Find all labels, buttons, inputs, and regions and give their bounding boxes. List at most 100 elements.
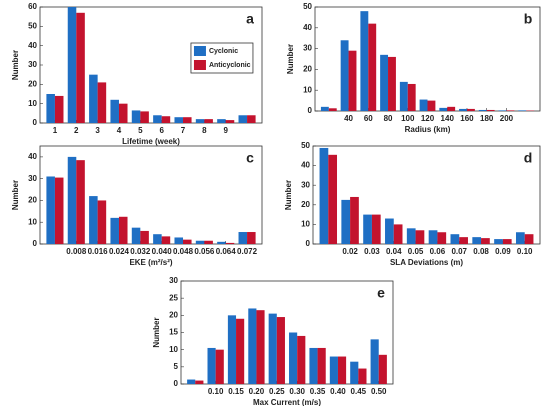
x-tick-label: 180 [480, 114, 494, 123]
x-tick-label: 0.10 [517, 247, 533, 256]
x-tick-label: 5 [138, 126, 143, 135]
x-tick-label: 0.50 [371, 387, 387, 396]
bar [399, 81, 408, 111]
plot-frame [39, 145, 263, 245]
y-axis-label: Number [286, 44, 295, 74]
bar [140, 230, 149, 244]
x-tick-label: 3 [95, 126, 100, 135]
bar [388, 56, 396, 111]
bar [371, 214, 381, 244]
bar [76, 160, 85, 244]
bar [118, 216, 128, 244]
bar [195, 380, 204, 384]
bar [54, 95, 64, 123]
bar [195, 240, 205, 244]
bar [89, 74, 98, 123]
bar [268, 313, 277, 384]
y-tick-label: 10 [28, 99, 37, 108]
bar [506, 110, 515, 111]
y-tick-label: 20 [169, 310, 178, 319]
bar [76, 12, 85, 123]
bar [289, 332, 298, 384]
y-tick-label: 10 [28, 217, 37, 226]
bar [350, 361, 359, 384]
legend-swatch [193, 60, 206, 70]
bar [247, 115, 256, 123]
y-tick-label: 0 [174, 379, 179, 388]
y-tick-label: 40 [301, 161, 310, 170]
bar [161, 236, 171, 244]
bar [459, 237, 468, 244]
bar [415, 230, 425, 244]
x-tick-label: 80 [384, 114, 393, 123]
bar [140, 111, 149, 123]
y-tick-label: 10 [303, 85, 312, 94]
bar [428, 230, 438, 244]
x-tick-label: 0.02 [342, 247, 358, 256]
bar [225, 120, 235, 123]
x-tick-label: 0.040 [152, 247, 173, 256]
bar [131, 227, 141, 244]
x-tick-label: 120 [421, 114, 435, 123]
x-tick-label: 100 [401, 114, 415, 123]
legend-box [190, 42, 254, 74]
x-tick-label: 2 [74, 126, 79, 135]
bar [204, 119, 213, 123]
x-tick-label: 0.25 [269, 387, 285, 396]
bar [153, 115, 162, 123]
bar [486, 109, 495, 111]
x-tick-label: 0.048 [173, 247, 194, 256]
bar [337, 356, 347, 384]
x-axis-label: SLA Deviations (m) [390, 258, 463, 267]
x-tick-label: 0.20 [249, 387, 265, 396]
panel-letter: a [246, 11, 254, 27]
bar [110, 217, 119, 244]
bar [204, 240, 213, 244]
x-tick-label: 7 [181, 126, 186, 135]
bar [360, 11, 369, 111]
bar [494, 239, 503, 244]
x-axis-label: Radius (km) [405, 125, 451, 134]
bar [46, 94, 55, 123]
bar [67, 7, 77, 123]
bar [439, 107, 448, 111]
panel-letter: d [524, 150, 533, 166]
bar [297, 335, 306, 384]
bar [217, 119, 226, 123]
bar [153, 234, 162, 244]
bar [187, 379, 196, 384]
bar [328, 108, 337, 111]
bar [393, 224, 403, 244]
bar [502, 239, 512, 244]
bar [370, 339, 379, 384]
y-tick-label: 20 [301, 200, 310, 209]
bar [368, 23, 377, 111]
bar [328, 154, 338, 244]
x-tick-label: 8 [202, 126, 207, 135]
x-axis-label: Lifetime (week) [122, 137, 180, 146]
x-tick-label: 6 [159, 126, 164, 135]
bar [97, 200, 107, 244]
bar [419, 99, 428, 111]
x-tick-label: 0.30 [289, 387, 305, 396]
bar [309, 347, 318, 384]
bar [524, 234, 534, 244]
y-axis-label: Number [284, 180, 293, 210]
x-tick-label: 0.10 [208, 387, 224, 396]
x-tick-label: 40 [344, 114, 353, 123]
panel-letter: e [377, 285, 385, 301]
bar [459, 108, 467, 111]
bar [466, 108, 475, 111]
legend-label: Anticyclonic [209, 62, 251, 69]
bar [358, 368, 367, 384]
y-tick-label: 50 [28, 21, 37, 30]
bar [350, 196, 359, 244]
y-tick-label: 15 [169, 328, 178, 337]
bar [215, 349, 224, 384]
y-axis-label: Number [11, 180, 20, 210]
y-axis-label: Number [11, 50, 20, 80]
bar [406, 228, 416, 244]
y-tick-label: 30 [303, 44, 312, 53]
x-tick-label: 0.064 [216, 247, 237, 256]
x-tick-label: 0.05 [408, 247, 424, 256]
